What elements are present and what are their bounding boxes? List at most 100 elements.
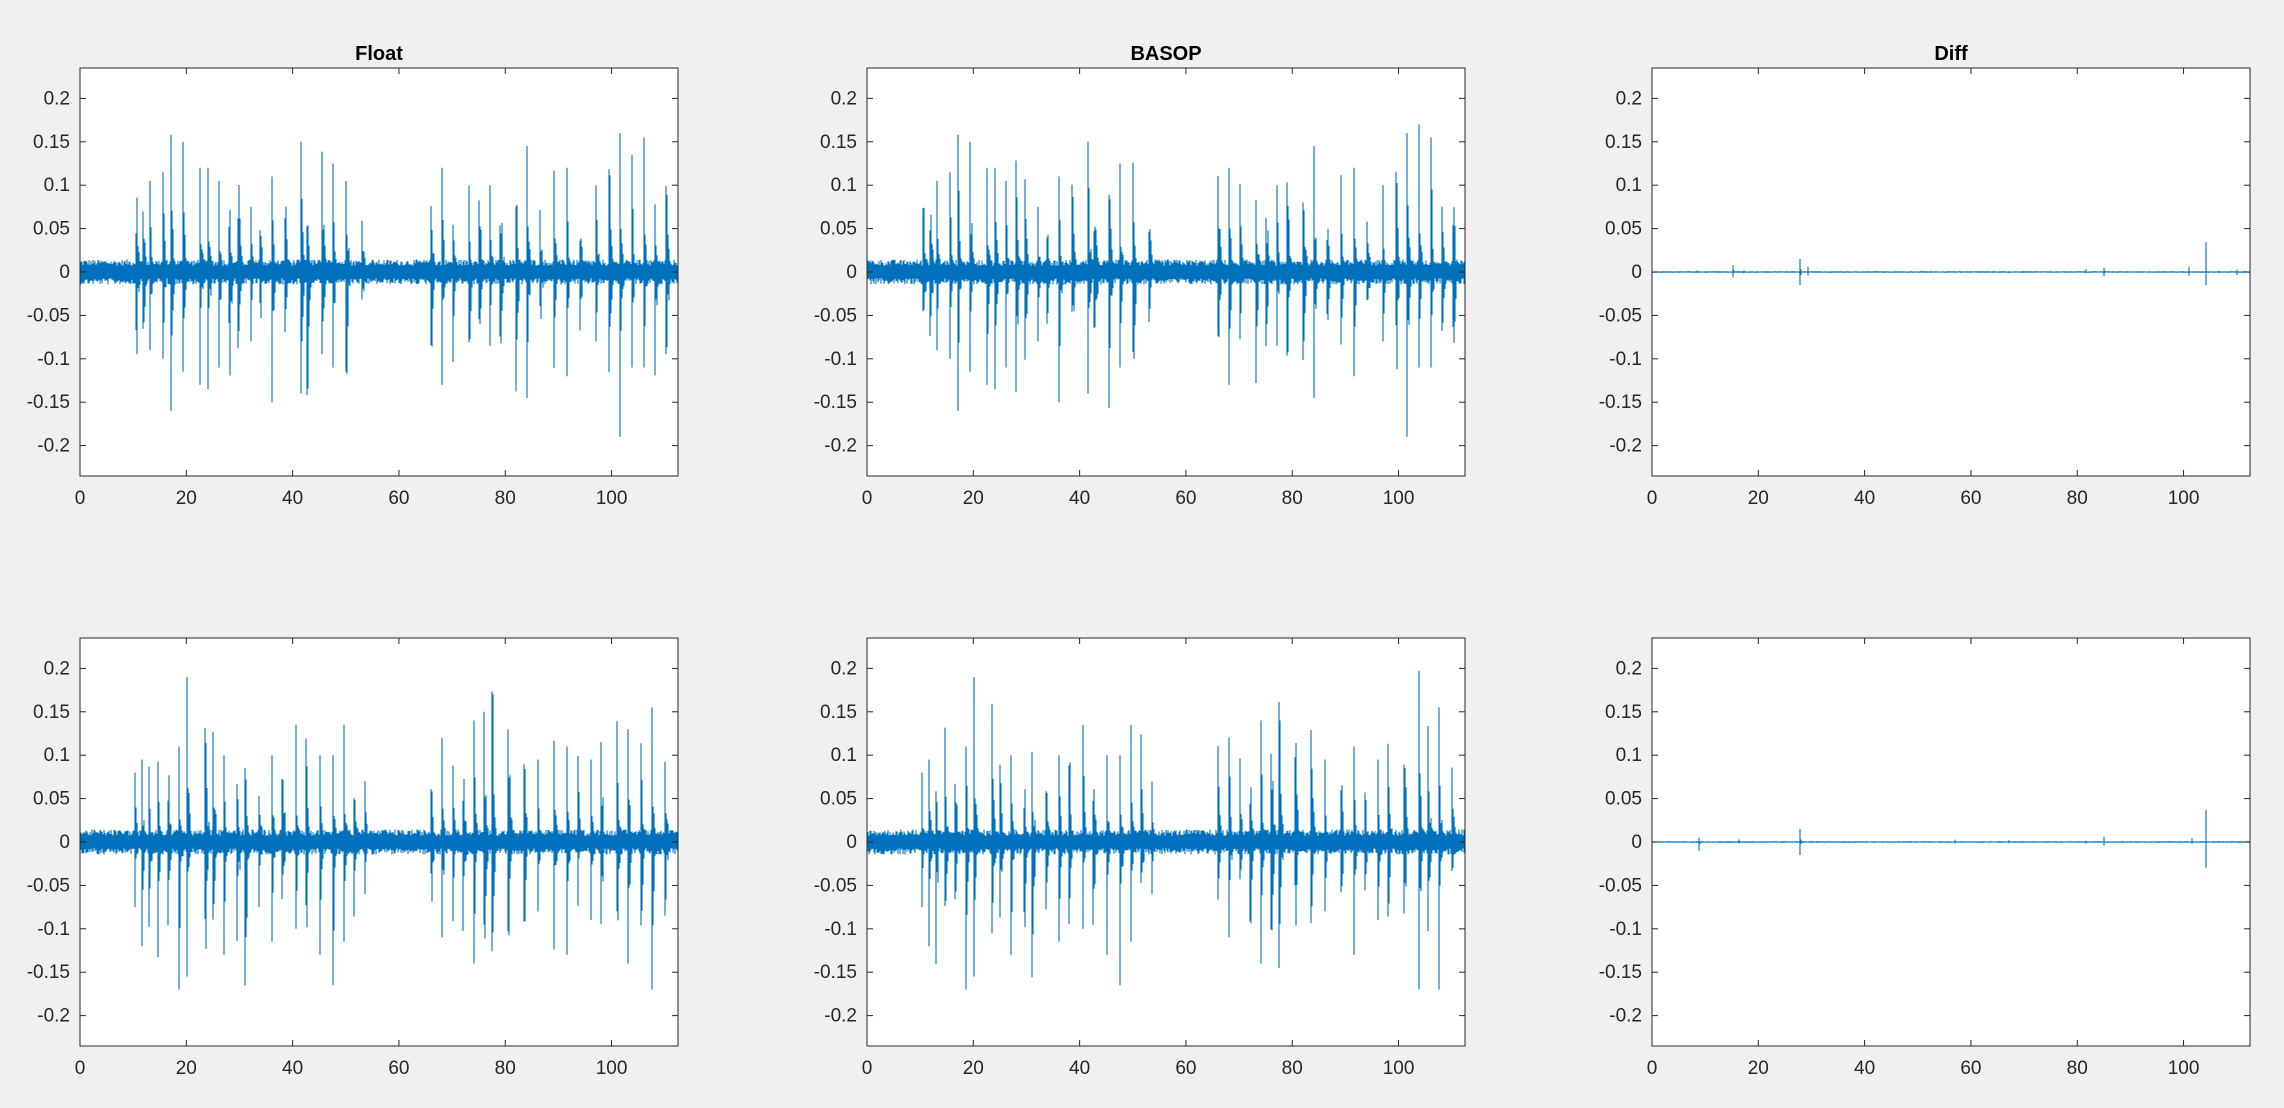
- y-tick-label: 0.1: [44, 745, 70, 766]
- axes-panel-2: 0 20 40 60 80 100 0.2 0.15 0.1 0.05 0 -0.05 -0.1 -0.1…: [814, 43, 1466, 509]
- y-tick-label: -0.1: [1609, 919, 1642, 940]
- y-tick-label: 0: [1631, 262, 1642, 283]
- y-tick-label: -0.05: [814, 305, 857, 326]
- axes-panel-3: 0 20 40 60 80 100 0.2 0.15 0.1 0.05 0 -0.05 -0.1 -0.1…: [1599, 43, 2251, 509]
- y-tick-label: 0.1: [44, 175, 70, 196]
- y-tick-label: 0: [846, 832, 857, 853]
- x-tick-label: 0: [1647, 1058, 1658, 1079]
- y-tick-label: -0.15: [1599, 392, 1642, 413]
- series-waveform-1: [867, 670, 1465, 990]
- x-tick-label: 20: [1748, 1058, 1769, 1079]
- y-tick-label: 0.1: [1616, 745, 1642, 766]
- x-tick-label: 0: [75, 488, 86, 509]
- x-tick-label: 60: [1960, 1058, 1981, 1079]
- y-tick-label: 0.2: [44, 658, 70, 679]
- axes-panel-5: 0 20 40 60 80 100 0.2 0.15 0.1 0.05 0 -0.05 -0.1 -0.1…: [814, 637, 1466, 1079]
- y-tick-label: 0.1: [831, 175, 857, 196]
- y-tick-label: 0.05: [820, 789, 857, 810]
- y-tick-label: -0.2: [824, 436, 857, 457]
- axes-title: Diff: [1934, 43, 1968, 65]
- y-tick-label: 0.15: [33, 132, 70, 153]
- y-tick-label: 0: [1631, 832, 1642, 853]
- x-tick-label: 20: [1748, 488, 1769, 509]
- x-tick-label: 40: [282, 1058, 303, 1079]
- y-tick-label: -0.1: [37, 919, 70, 940]
- x-tick-label: 80: [1282, 1058, 1303, 1079]
- y-tick-label: 0.15: [1605, 702, 1642, 723]
- x-tick-label: 40: [1854, 1058, 1875, 1079]
- x-tick-label: 0: [862, 1058, 873, 1079]
- x-tick-label: 100: [2168, 488, 2200, 509]
- y-tick-label: 0.05: [33, 219, 70, 240]
- y-tick-label: 0.15: [820, 702, 857, 723]
- x-tick-label: 20: [176, 1058, 197, 1079]
- y-tick-label: -0.05: [1599, 305, 1642, 326]
- y-tick-label: 0.05: [1605, 219, 1642, 240]
- y-tick-label: 0.15: [1605, 132, 1642, 153]
- y-tick-label: 0: [846, 262, 857, 283]
- x-tick-label: 60: [1960, 488, 1981, 509]
- y-tick-label: -0.2: [37, 1006, 70, 1027]
- x-tick-label: 0: [1647, 488, 1658, 509]
- y-tick-label: 0: [59, 832, 70, 853]
- y-tick-label: -0.2: [1609, 1006, 1642, 1027]
- y-tick-label: 0.15: [33, 702, 70, 723]
- x-tick-label: 80: [2067, 488, 2088, 509]
- x-tick-label: 100: [2168, 1058, 2200, 1079]
- x-tick-label: 20: [963, 488, 984, 509]
- y-tick-label: -0.15: [27, 962, 70, 983]
- y-tick-label: 0.2: [831, 88, 857, 109]
- x-tick-label: 60: [388, 1058, 409, 1079]
- x-tick-label: 60: [388, 488, 409, 509]
- y-tick-label: -0.15: [814, 392, 857, 413]
- y-tick-label: 0.1: [1616, 175, 1642, 196]
- y-tick-label: -0.1: [824, 349, 857, 370]
- x-tick-label: 40: [1069, 1058, 1090, 1079]
- y-tick-label: 0.05: [820, 219, 857, 240]
- y-tick-label: 0.15: [820, 132, 857, 153]
- x-tick-label: 80: [495, 1058, 516, 1079]
- y-tick-label: -0.05: [27, 875, 70, 896]
- x-tick-label: 80: [1282, 488, 1303, 509]
- y-tick-label: -0.15: [814, 962, 857, 983]
- y-tick-label: 0.2: [1616, 88, 1642, 109]
- axes-title: BASOP: [1130, 43, 1201, 65]
- x-tick-label: 40: [1854, 488, 1875, 509]
- x-tick-label: 60: [1175, 1058, 1196, 1079]
- x-tick-label: 20: [963, 1058, 984, 1079]
- y-tick-label: 0.2: [831, 658, 857, 679]
- y-tick-label: -0.1: [824, 919, 857, 940]
- y-tick-label: -0.1: [37, 349, 70, 370]
- x-tick-label: 20: [176, 488, 197, 509]
- axes-panel-4: 0 20 40 60 80 100 0.2 0.15 0.1 0.05 0 -0.05 -0.1 -0.1…: [27, 637, 679, 1079]
- series-waveform-1: [867, 124, 1465, 437]
- y-tick-label: 0.1: [831, 745, 857, 766]
- y-tick-label: -0.1: [1609, 349, 1642, 370]
- series-waveform-1: [1652, 242, 2250, 286]
- series-waveform-1: [80, 677, 678, 990]
- y-tick-label: -0.15: [27, 392, 70, 413]
- y-tick-label: -0.05: [1599, 875, 1642, 896]
- x-tick-label: 0: [75, 1058, 86, 1079]
- y-tick-label: -0.2: [37, 436, 70, 457]
- y-tick-label: 0.05: [33, 789, 70, 810]
- y-tick-label: 0.2: [44, 88, 70, 109]
- x-tick-label: 80: [495, 488, 516, 509]
- y-tick-label: -0.05: [27, 305, 70, 326]
- y-tick-label: -0.2: [1609, 436, 1642, 457]
- axes-panel-1: 0 20 40 60 80 100 0.2 0.15 0.1 0.05 0 -0.05 -0.1 -0.1…: [27, 43, 679, 509]
- series-waveform-1: [80, 133, 678, 437]
- x-tick-label: 80: [2067, 1058, 2088, 1079]
- x-tick-label: 100: [1383, 1058, 1415, 1079]
- y-tick-label: -0.05: [814, 875, 857, 896]
- x-tick-label: 100: [1383, 488, 1415, 509]
- x-tick-label: 40: [1069, 488, 1090, 509]
- y-tick-label: 0.05: [1605, 789, 1642, 810]
- y-tick-label: 0: [59, 262, 70, 283]
- x-tick-label: 100: [596, 488, 628, 509]
- y-tick-label: 0.2: [1616, 658, 1642, 679]
- x-tick-label: 60: [1175, 488, 1196, 509]
- axes-panel-6: 0 20 40 60 80 100 0.2 0.15 0.1 0.05 0 -0.05 -0.1 -0.1…: [1599, 637, 2251, 1079]
- axes-title: Float: [355, 43, 403, 65]
